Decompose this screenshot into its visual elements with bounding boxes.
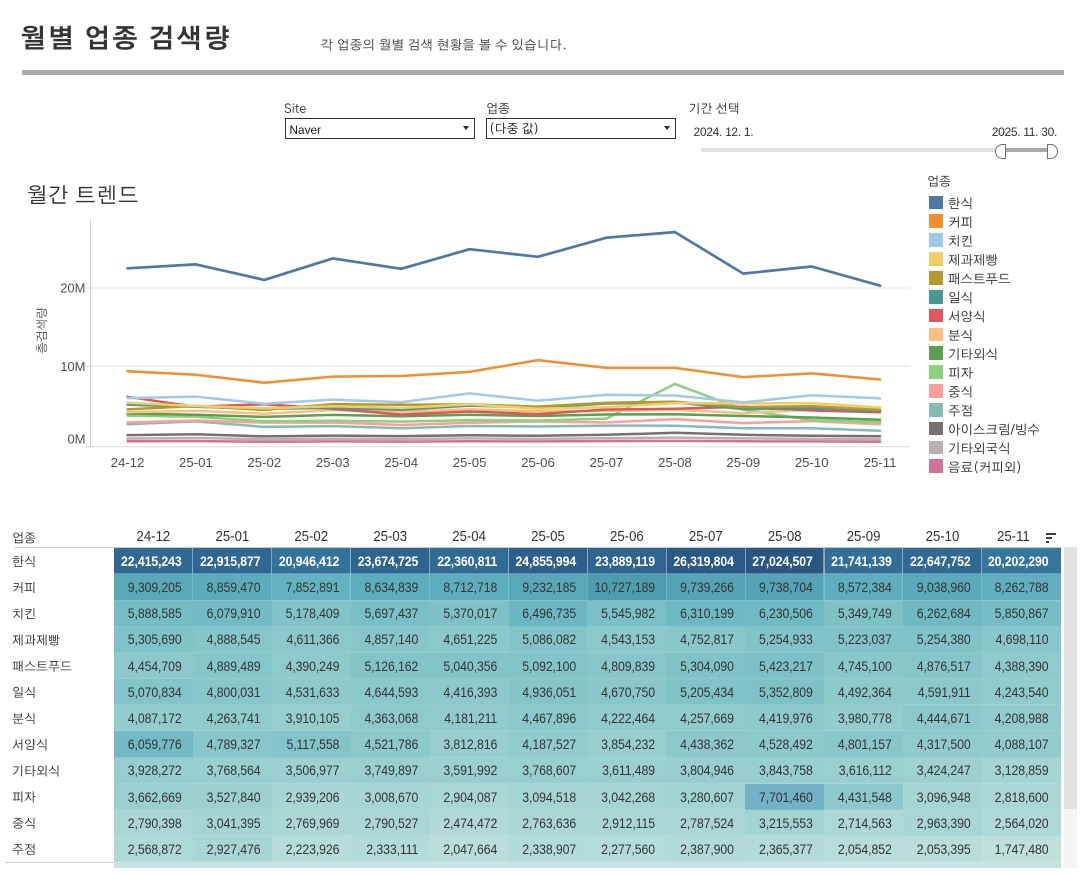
svg-text:25-04: 25-04 <box>384 455 418 470</box>
svg-text:25-06: 25-06 <box>521 455 555 470</box>
svg-text:25-07: 25-07 <box>590 455 624 470</box>
svg-text:25-09: 25-09 <box>726 455 760 470</box>
svg-text:25-02: 25-02 <box>247 455 281 470</box>
svg-text:25-01: 25-01 <box>179 455 213 470</box>
svg-text:0M: 0M <box>67 432 85 447</box>
svg-text:20M: 20M <box>60 281 85 296</box>
svg-text:25-03: 25-03 <box>316 455 350 470</box>
svg-text:25-08: 25-08 <box>658 455 692 470</box>
svg-text:10M: 10M <box>60 359 85 374</box>
svg-text:25-05: 25-05 <box>453 455 487 470</box>
svg-text:24-12: 24-12 <box>111 455 145 470</box>
svg-text:25-10: 25-10 <box>795 455 829 470</box>
svg-text:25-11: 25-11 <box>864 455 897 470</box>
